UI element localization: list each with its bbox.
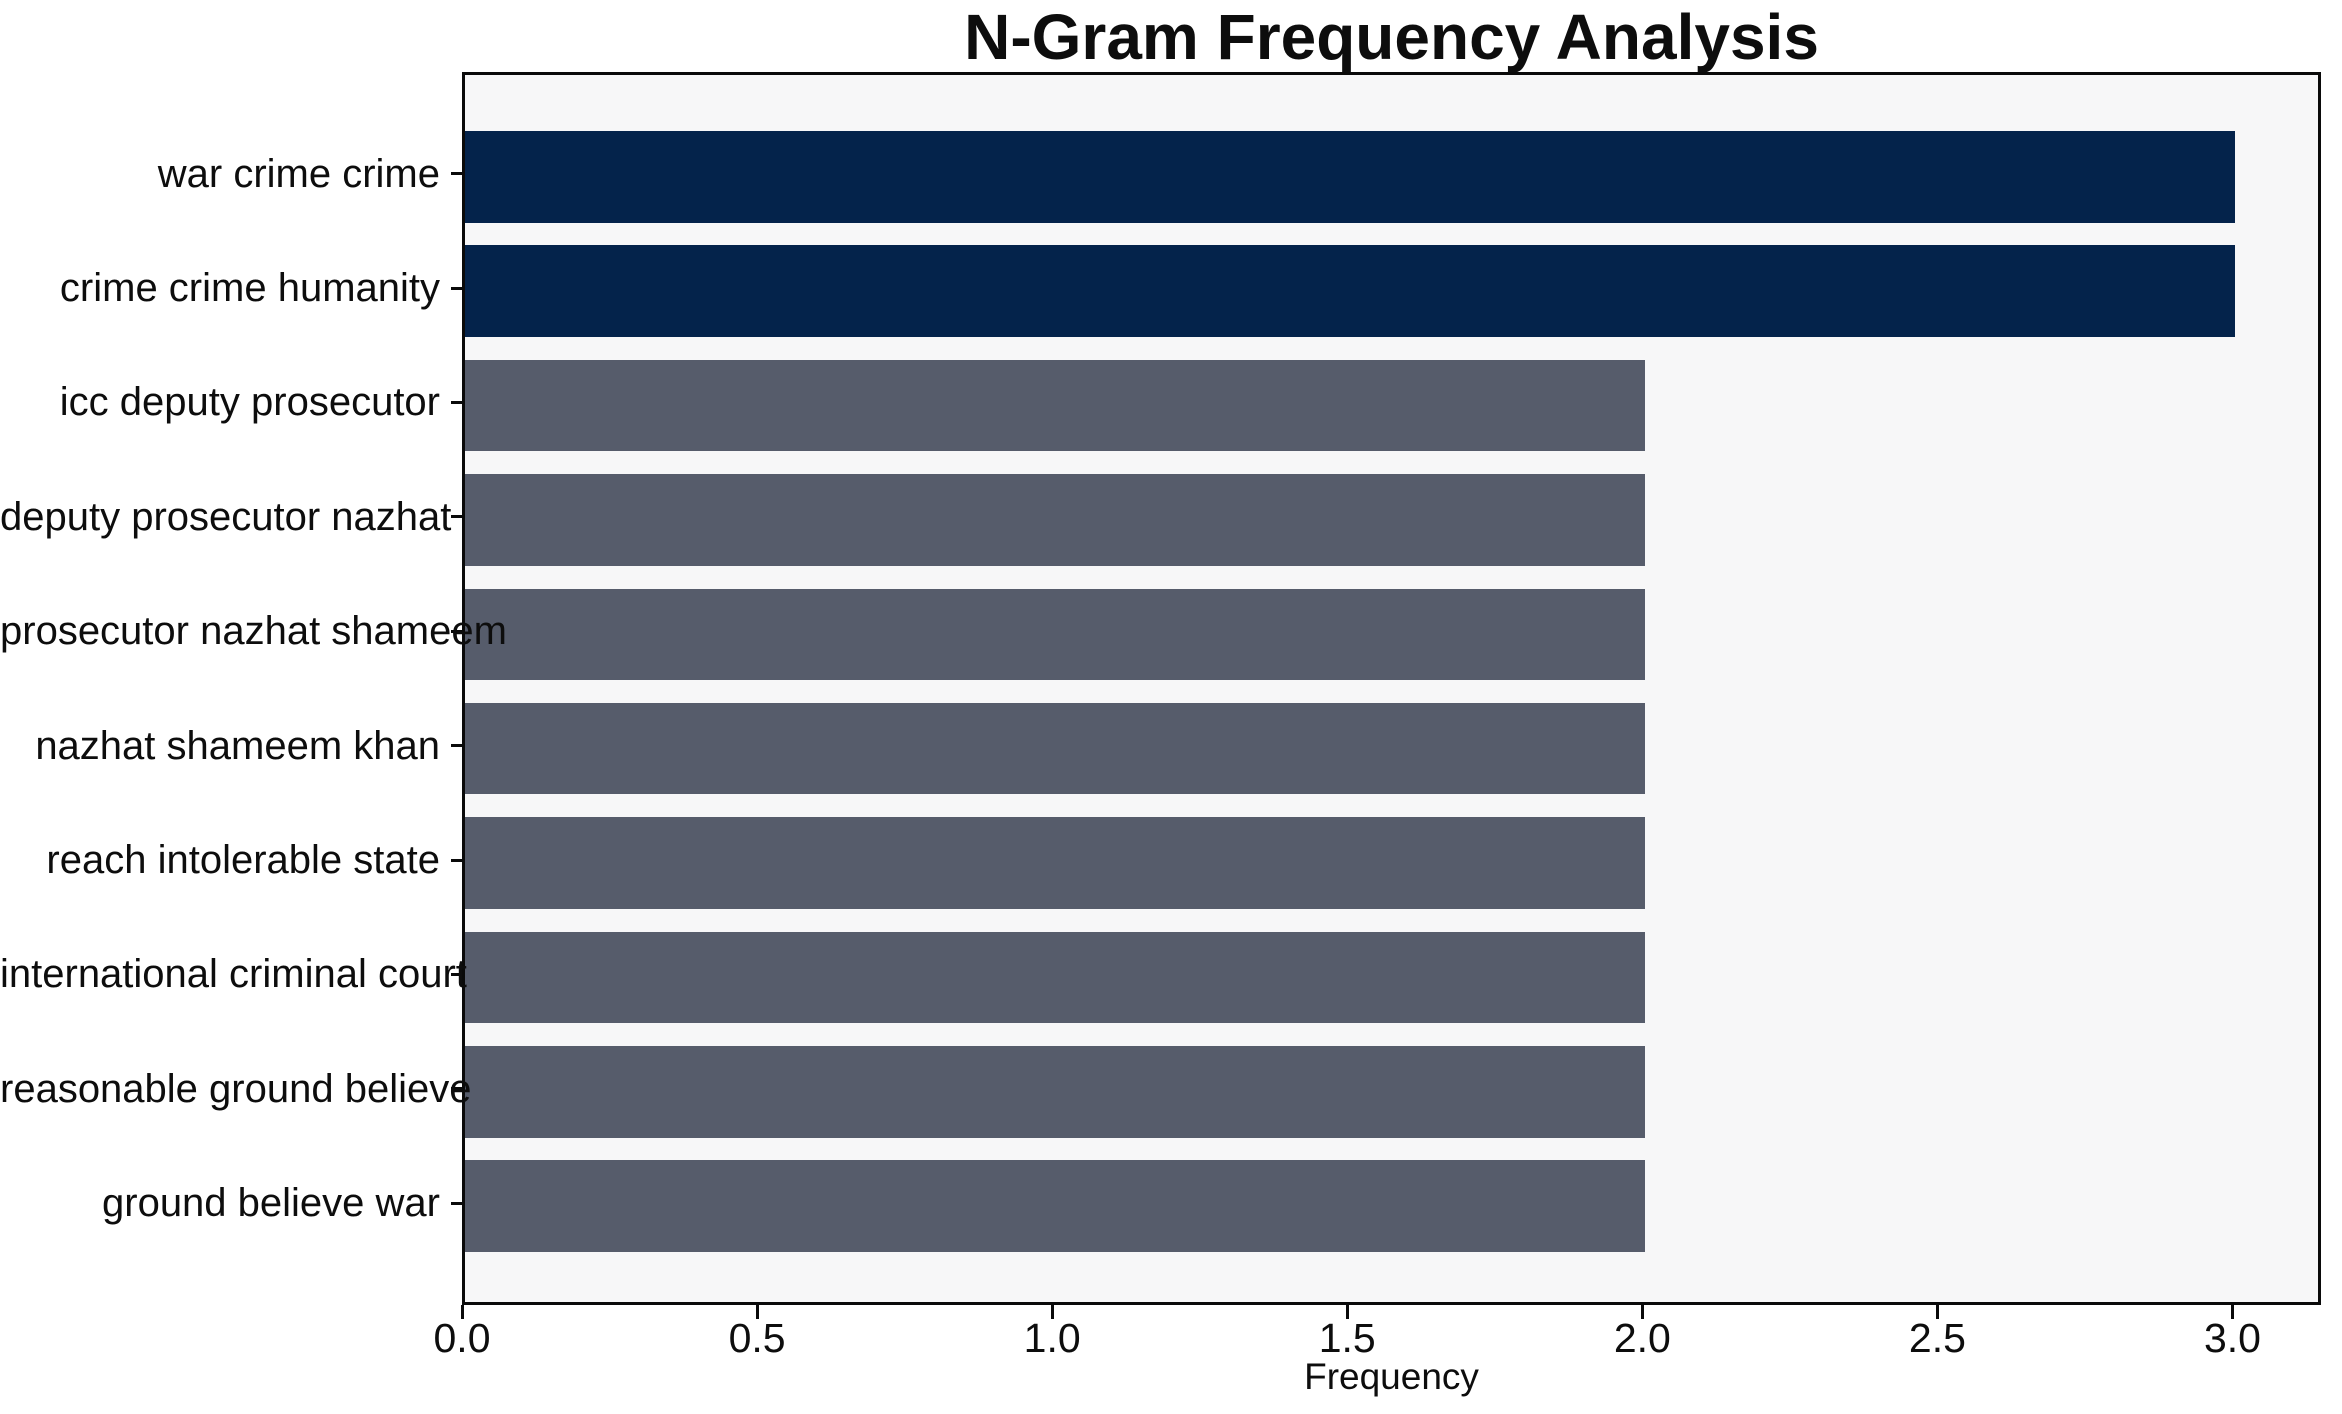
x-tick-label: 3.0	[2203, 1315, 2261, 1361]
x-tick-label: 0.5	[728, 1315, 786, 1361]
x-tick-label: 2.5	[1908, 1315, 1966, 1361]
bar-international-criminal-court	[465, 931, 1646, 1024]
x-tick-mark	[755, 1305, 759, 1319]
y-tick-label: icc deputy prosecutor	[59, 380, 440, 425]
chart-title: N-Gram Frequency Analysis	[964, 1, 1819, 73]
x-tick-mark	[1050, 1305, 1054, 1319]
bar-reach-intolerable-state	[465, 817, 1646, 909]
y-tick-mark	[451, 1201, 462, 1205]
x-tick-mark	[2230, 1305, 2234, 1319]
x-tick-label: 2.0	[1613, 1315, 1671, 1361]
y-tick-label: reach intolerable state	[46, 837, 440, 882]
x-tick-mark	[1640, 1305, 1644, 1319]
bar-ground-believe-war	[465, 1160, 1646, 1252]
plot-area	[462, 72, 2321, 1305]
y-tick-label: reasonable ground believe	[0, 1066, 472, 1111]
y-tick-mark	[451, 858, 462, 862]
y-tick-mark	[451, 172, 462, 176]
y-tick-mark	[451, 972, 462, 976]
y-tick-label: deputy prosecutor nazhat	[0, 494, 452, 539]
x-axis-label: Frequency	[1304, 1356, 1479, 1397]
x-tick-mark	[1935, 1305, 1939, 1319]
y-tick-label: international criminal court	[0, 952, 467, 997]
bar-deputy-prosecutor-nazhat	[465, 474, 1646, 566]
bar-prosecutor-nazhat-shameem	[465, 588, 1646, 681]
y-tick-mark	[451, 1087, 462, 1091]
x-tick-mark	[1345, 1305, 1349, 1319]
x-tick-label: 1.5	[1318, 1315, 1376, 1361]
bar-icc-deputy-prosecutor	[465, 359, 1646, 452]
x-tick-label: 0.0	[433, 1315, 491, 1361]
y-tick-label: ground believe war	[102, 1181, 440, 1225]
bar-nazhat-shameem-khan	[465, 702, 1646, 795]
bar-reasonable-ground-believe	[465, 1046, 1646, 1138]
bar-war-crime-crime	[465, 131, 2236, 223]
y-tick-mark	[451, 629, 462, 633]
y-tick-mark	[451, 286, 462, 290]
y-tick-mark	[451, 744, 462, 748]
y-tick-mark	[451, 401, 462, 405]
bar-crime-crime-humanity	[465, 245, 2236, 337]
y-tick-label: war crime crime	[157, 151, 440, 196]
y-tick-label: crime crime humanity	[59, 265, 440, 310]
x-tick-mark	[460, 1305, 464, 1319]
x-tick-label: 1.0	[1023, 1315, 1081, 1361]
y-tick-mark	[451, 515, 462, 519]
y-tick-label: nazhat shameem khan	[35, 723, 440, 768]
y-tick-label: prosecutor nazhat shameem	[0, 609, 507, 654]
